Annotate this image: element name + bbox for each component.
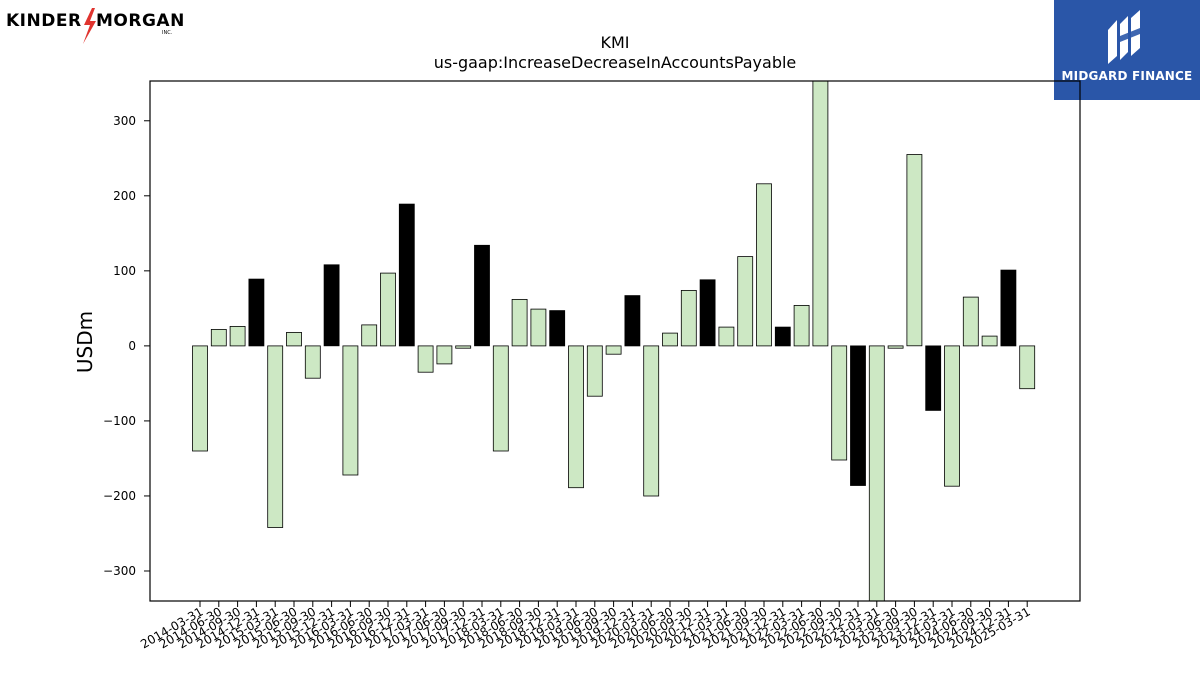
bar-2023-06-30 <box>887 345 904 349</box>
bar-2022-09-30 <box>831 345 848 461</box>
bar-2021-12-31 <box>774 326 791 347</box>
bar-2023-03-31 <box>868 345 885 602</box>
bar-2019-09-30 <box>605 345 622 355</box>
midgard-emblem-icon <box>1108 10 1140 64</box>
bar-2014-12-31 <box>248 278 265 347</box>
midgard-finance-label: MIDGARD FINANCE <box>1061 69 1193 83</box>
bar-2015-06-30 <box>286 331 302 347</box>
bar-2017-03-31 <box>417 345 434 373</box>
bar-2020-12-31 <box>699 279 716 347</box>
y-tick-label: 200 <box>113 189 136 203</box>
bar-2015-09-30 <box>304 345 321 379</box>
bar-2024-06-30 <box>962 296 979 347</box>
y-tick-label: −300 <box>103 564 136 578</box>
bar-2014-09-30 <box>229 325 246 347</box>
midgard-finance-logo: MIDGARD FINANCE <box>1054 0 1200 100</box>
bar-2017-09-30 <box>455 345 472 349</box>
y-tick-label: −100 <box>103 414 136 428</box>
bar-2018-06-30 <box>511 298 528 347</box>
bar-2016-03-31 <box>342 345 359 476</box>
bar-2018-03-31 <box>492 345 509 452</box>
bar-2019-06-30 <box>586 345 603 397</box>
bar-2024-03-31 <box>944 345 960 487</box>
y-tick-label: 300 <box>113 114 136 128</box>
y-axis-ticks: −300 −200 −100 0 100 200 300 <box>103 114 150 578</box>
bar-2018-12-31 <box>549 310 566 347</box>
bar-2024-09-30 <box>981 335 998 347</box>
logo-text-inc: INC. <box>162 30 173 36</box>
bar-2017-12-31 <box>474 244 490 347</box>
bar-2017-06-30 <box>436 345 453 365</box>
logo-text-kinder: KINDER <box>6 11 82 31</box>
y-tick-label: −200 <box>103 489 136 503</box>
bar-2015-12-31 <box>323 264 340 347</box>
lightning-bolt-icon <box>83 8 96 44</box>
bar-2016-09-30 <box>380 272 396 347</box>
chart-subtitle: us-gaap:IncreaseDecreaseInAccountsPayabl… <box>434 53 797 72</box>
bar-2019-03-31 <box>568 345 584 489</box>
bar-2022-06-30 <box>812 80 829 347</box>
bar-2020-06-30 <box>662 332 678 347</box>
bar-2023-09-30 <box>906 154 923 347</box>
chart-title: KMI <box>600 33 629 52</box>
logo-text-morgan: MORGAN <box>96 11 185 31</box>
bar-2016-06-30 <box>361 324 378 347</box>
bar-2014-06-30 <box>210 328 227 347</box>
bar-2021-06-30 <box>737 256 754 347</box>
plot-frame <box>149 80 1081 602</box>
bar-2022-12-31 <box>850 345 866 486</box>
bar-2021-03-31 <box>718 326 735 347</box>
bar-2023-12-31 <box>925 345 942 411</box>
bar-2024-12-31 <box>1000 269 1017 347</box>
bar-2020-09-30 <box>680 289 697 347</box>
bar-2020-03-31 <box>643 345 660 497</box>
bar-2014-03-31 <box>192 345 208 452</box>
bar-2019-12-31 <box>624 295 641 347</box>
y-tick-label: 0 <box>128 339 136 353</box>
bar-2025-03-31 <box>1019 345 1036 390</box>
bar-2015-03-31 <box>267 345 284 528</box>
bar-2021-09-30 <box>756 183 772 347</box>
bar-2018-09-30 <box>530 308 547 347</box>
y-axis-label: USDm <box>73 311 97 373</box>
bar-2022-03-31 <box>793 304 810 347</box>
x-axis-ticks: 2014-03-312014-06-302014-09-302014-12-31… <box>138 601 1033 651</box>
y-tick-label: 100 <box>113 264 136 278</box>
bar-series <box>192 80 1036 602</box>
bar-2016-12-31 <box>398 203 415 347</box>
